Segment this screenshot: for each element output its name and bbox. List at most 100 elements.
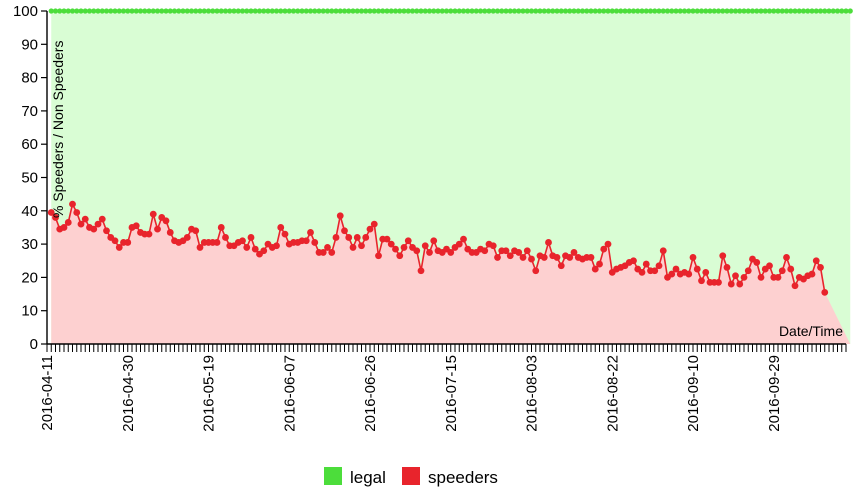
speeders-point: [341, 227, 348, 235]
legal-point: [516, 8, 522, 14]
speeders-point: [154, 225, 161, 233]
speeders-point: [319, 249, 327, 256]
legal-point: [520, 8, 526, 14]
speeders-point: [260, 247, 268, 255]
legal-point: [550, 8, 556, 14]
legal-point: [439, 8, 445, 14]
speeders-point: [778, 267, 786, 275]
legal-point: [129, 8, 135, 14]
speeders-point: [370, 220, 378, 228]
legend-legal-label: legal: [350, 468, 386, 487]
y-tick-label: 50: [21, 170, 38, 187]
legal-point: [511, 8, 518, 14]
legal-point: [737, 8, 743, 14]
speeders-point: [557, 262, 565, 270]
legal-point: [418, 8, 424, 14]
speeders-point: [213, 239, 221, 246]
legal-point: [176, 8, 182, 14]
legal-point: [222, 8, 229, 14]
y-tick-label: 40: [21, 203, 38, 220]
legal-point: [448, 8, 454, 14]
legal-point: [805, 8, 811, 14]
speeders-point: [732, 272, 739, 280]
speeders-point: [239, 237, 246, 245]
speeders-point: [723, 264, 731, 271]
legal-point: [227, 8, 233, 14]
speeders-point: [328, 249, 336, 256]
legal-point: [783, 8, 790, 14]
legal-point: [618, 8, 624, 14]
legal-point: [329, 8, 335, 14]
x-axis: 2016-04-11 2016-04-30 2016-05-19 2016-06-07…: [39, 343, 847, 432]
legal-point: [473, 8, 479, 14]
x-tick-label: 2016-06-26: [362, 355, 379, 432]
legal-point: [239, 8, 246, 14]
legal-point: [494, 8, 501, 14]
legal-point: [142, 8, 148, 14]
speeders-point: [417, 267, 425, 275]
speeders-point: [553, 254, 561, 261]
legal-point: [320, 8, 326, 14]
speeders-point: [532, 267, 540, 275]
legal-point: [375, 8, 382, 14]
legal-point: [69, 8, 76, 14]
x-tick-label: 2016-06-07: [281, 355, 298, 432]
speeders-point: [111, 237, 119, 245]
speeders-point: [222, 234, 229, 241]
speeders-point: [604, 240, 612, 248]
speeders-point: [145, 230, 153, 238]
speeders-point: [94, 220, 102, 228]
speeders-point: [132, 222, 140, 230]
legal-point: [286, 8, 292, 14]
speeders-point: [817, 264, 824, 271]
legal-point: [269, 8, 275, 14]
legal-point: [456, 8, 462, 14]
legal-point: [809, 8, 815, 14]
x-axis-title: Date/Time: [779, 323, 843, 339]
legal-point: [524, 8, 530, 14]
legend: legal speeders: [324, 467, 498, 487]
legal-point: [635, 8, 641, 14]
legal-point: [82, 8, 88, 14]
legal-point: [282, 8, 288, 14]
legal-point: [720, 8, 726, 14]
legal-point: [422, 8, 428, 14]
legal-point: [256, 8, 263, 14]
speeders-point: [60, 224, 68, 231]
speeders-point: [149, 210, 157, 218]
speeders-point: [192, 227, 200, 235]
speeders-point: [430, 237, 438, 245]
legal-point: [545, 8, 552, 14]
legal-point: [435, 8, 441, 14]
legal-point: [392, 8, 399, 14]
legal-point: [490, 8, 496, 14]
speeders-point: [740, 274, 748, 281]
speeders-point: [124, 239, 132, 246]
legal-point: [664, 8, 671, 14]
speeders-point: [591, 265, 599, 273]
legal-point: [681, 8, 688, 14]
legal-point: [95, 8, 101, 14]
speeders-point: [90, 225, 98, 233]
legal-point: [299, 8, 305, 14]
y-tick-label: 60: [21, 136, 38, 153]
legal-point: [380, 8, 386, 14]
legal-point: [65, 8, 71, 14]
legal-point: [133, 8, 139, 14]
y-tick-label: 10: [21, 303, 38, 320]
legal-point: [652, 8, 658, 14]
legal-point: [248, 8, 254, 14]
legal-point: [99, 8, 105, 14]
legal-point: [218, 8, 224, 14]
legal-point: [660, 8, 666, 14]
y-tick-label: 80: [21, 70, 38, 87]
legal-point: [579, 8, 586, 14]
legal-point: [677, 8, 683, 14]
speeders-point: [630, 257, 637, 265]
speeders-point: [757, 274, 765, 281]
speeders-point: [702, 269, 710, 276]
legal-point: [592, 8, 598, 14]
speeders-points: [47, 200, 829, 296]
legal-point: [745, 8, 751, 14]
